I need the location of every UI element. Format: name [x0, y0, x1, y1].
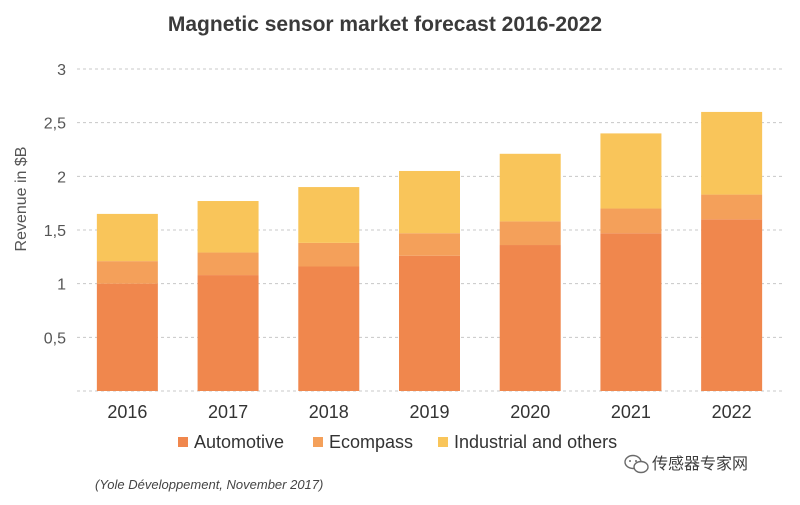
- legend-label: Ecompass: [329, 432, 413, 452]
- bar-ecompass-2016: [96, 261, 158, 284]
- x-tick-label: 2016: [107, 402, 147, 422]
- legend-swatch: [438, 437, 448, 447]
- legend-label: Automotive: [194, 432, 284, 452]
- bar-ecompass-2020: [499, 221, 561, 246]
- bar-ecompass-2019: [399, 233, 460, 256]
- legend: Automotive Ecompass Industrial and others: [178, 432, 617, 452]
- bar-ecompass-2018: [298, 242, 360, 267]
- bar-industrial-and-others-2020: [499, 153, 561, 222]
- y-tick-label: 1: [57, 277, 66, 294]
- x-tick-label: 2020: [510, 402, 550, 422]
- y-axis-label: Revenue in $B: [13, 147, 30, 252]
- bar-automotive-2018: [298, 266, 360, 391]
- bar-industrial-and-others-2022: [701, 111, 763, 195]
- bar-automotive-2016: [96, 283, 158, 391]
- legend-swatch: [313, 437, 323, 447]
- watermark: 传感器专家网: [624, 454, 748, 474]
- bar-industrial-and-others-2021: [600, 133, 662, 209]
- bar-automotive-2021: [600, 233, 662, 391]
- y-tick-labels: 0,5 1 1,5 2 2,5 3: [44, 62, 66, 347]
- legend-label: Industrial and others: [454, 432, 617, 452]
- legend-swatch: [178, 437, 188, 447]
- bar-industrial-and-others-2018: [298, 187, 360, 243]
- bar-industrial-and-others-2019: [399, 170, 460, 234]
- bar-automotive-2019: [399, 255, 460, 391]
- bar-automotive-2017: [197, 275, 259, 391]
- y-tick-label: 2: [57, 169, 66, 186]
- y-tick-label: 3: [57, 62, 66, 79]
- wechat-icon: [624, 454, 649, 474]
- x-tick-label: 2017: [208, 402, 248, 422]
- x-tick-labels: 2016 2017 2018 2019 2020 2021 2022: [107, 402, 751, 422]
- x-tick-label: 2019: [409, 402, 449, 422]
- x-tick-label: 2022: [712, 402, 752, 422]
- chart-title: Magnetic sensor market forecast 2016-202…: [168, 13, 602, 36]
- source-note: (Yole Développement, November 2017): [95, 477, 323, 492]
- y-tick-label: 2,5: [44, 116, 66, 133]
- bar-industrial-and-others-2016: [96, 213, 158, 262]
- x-tick-label: 2021: [611, 402, 651, 422]
- bars: [96, 111, 763, 391]
- watermark-text: 传感器专家网: [652, 455, 748, 473]
- bar-automotive-2022: [701, 219, 763, 391]
- y-tick-label: 1,5: [44, 223, 66, 240]
- bar-industrial-and-others-2017: [197, 201, 259, 253]
- x-tick-label: 2018: [309, 402, 349, 422]
- bar-ecompass-2021: [600, 208, 662, 234]
- bar-ecompass-2017: [197, 252, 259, 276]
- bar-ecompass-2022: [701, 194, 763, 220]
- bar-automotive-2020: [499, 245, 561, 391]
- y-tick-label: 0,5: [44, 330, 66, 347]
